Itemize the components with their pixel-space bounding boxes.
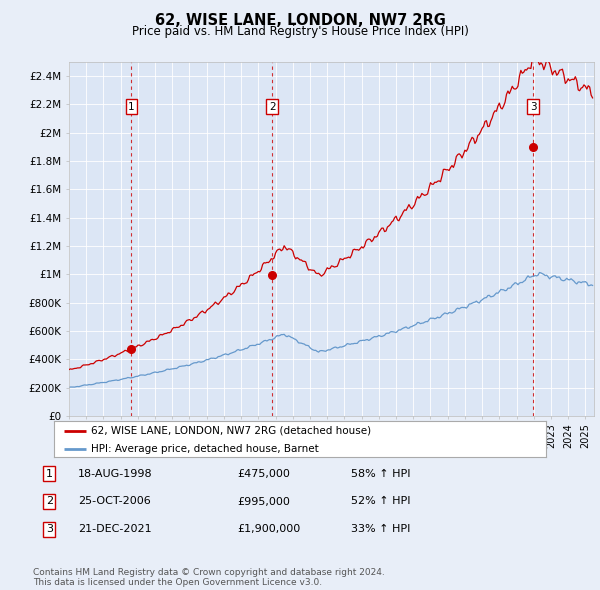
Text: 3: 3 (530, 101, 536, 112)
Text: 21-DEC-2021: 21-DEC-2021 (78, 525, 152, 534)
Text: £1,900,000: £1,900,000 (237, 525, 300, 534)
Text: 33% ↑ HPI: 33% ↑ HPI (351, 525, 410, 534)
Text: HPI: Average price, detached house, Barnet: HPI: Average price, detached house, Barn… (91, 444, 319, 454)
Text: 52% ↑ HPI: 52% ↑ HPI (351, 497, 410, 506)
Text: £995,000: £995,000 (237, 497, 290, 506)
Text: 1: 1 (46, 469, 53, 478)
Text: £475,000: £475,000 (237, 469, 290, 478)
Text: 62, WISE LANE, LONDON, NW7 2RG (detached house): 62, WISE LANE, LONDON, NW7 2RG (detached… (91, 425, 371, 435)
Text: 2: 2 (269, 101, 275, 112)
Text: 1: 1 (128, 101, 135, 112)
Text: 3: 3 (46, 525, 53, 534)
Text: 62, WISE LANE, LONDON, NW7 2RG: 62, WISE LANE, LONDON, NW7 2RG (155, 13, 445, 28)
Text: 18-AUG-1998: 18-AUG-1998 (78, 469, 152, 478)
Text: Price paid vs. HM Land Registry's House Price Index (HPI): Price paid vs. HM Land Registry's House … (131, 25, 469, 38)
Text: 2: 2 (46, 497, 53, 506)
Text: Contains HM Land Registry data © Crown copyright and database right 2024.
This d: Contains HM Land Registry data © Crown c… (33, 568, 385, 587)
Text: 58% ↑ HPI: 58% ↑ HPI (351, 469, 410, 478)
Text: 25-OCT-2006: 25-OCT-2006 (78, 497, 151, 506)
